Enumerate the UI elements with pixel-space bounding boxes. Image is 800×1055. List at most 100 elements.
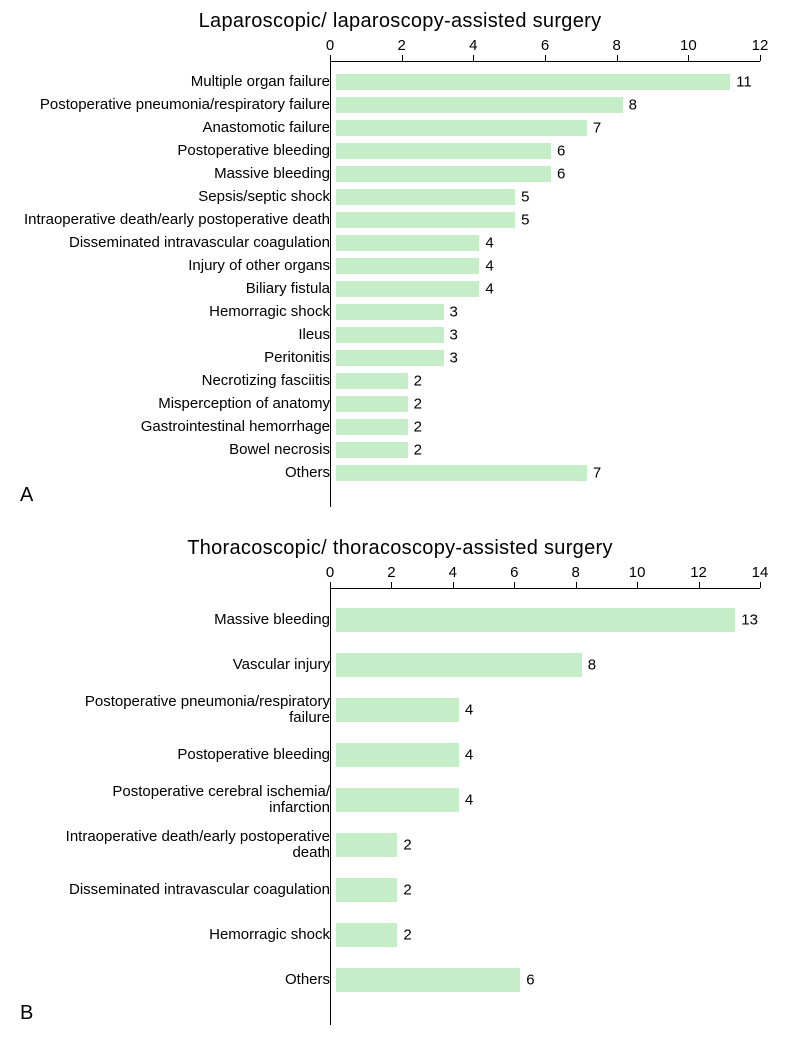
- chartA-row: Misperception of anatomy2: [20, 393, 780, 415]
- chartB-row: Hemorragic shock2: [20, 913, 780, 957]
- chartA-title: Laparoscopic/ laparoscopy-assisted surge…: [20, 10, 780, 33]
- chartA-row: Necrotizing fasciitis2: [20, 370, 780, 392]
- chartB-value-label: 6: [520, 972, 534, 989]
- chartA-value-label: 8: [623, 97, 637, 114]
- chartA-value-label: 3: [444, 350, 458, 367]
- chartB-tick-label: 2: [387, 564, 395, 581]
- chartB-row-plot: 4: [336, 688, 766, 732]
- chartA-row-plot: 8: [336, 94, 766, 116]
- chartB-row: Vascular injury8: [20, 643, 780, 687]
- chartA-row-label: Biliary fistula: [20, 281, 336, 297]
- chartB-row-label: Postoperative bleeding: [20, 747, 336, 763]
- chartA-row-label: Others: [20, 465, 336, 481]
- chartA-bars: Multiple organ failure11Postoperative pn…: [20, 71, 780, 507]
- chartA-row-label: Gastrointestinal hemorrhage: [20, 419, 336, 435]
- chartA-row: Peritonitis3: [20, 347, 780, 369]
- chartB-value-label: 4: [459, 792, 473, 809]
- chartA-bar: [336, 235, 479, 251]
- chartA-row-label: Multiple organ failure: [20, 74, 336, 90]
- chartA-x-axis: 024681012: [20, 37, 780, 71]
- chartB-bar: [336, 788, 459, 812]
- chartA-tick-label: 4: [469, 37, 477, 54]
- chartA-row-label: Injury of other organs: [20, 258, 336, 274]
- chartB-row: Postoperative bleeding 4: [20, 733, 780, 777]
- chartA-tick-label: 2: [397, 37, 405, 54]
- chartA-value-label: 2: [408, 419, 422, 436]
- chartA-tick: [402, 55, 403, 61]
- chartB-row-plot: 2: [336, 823, 766, 867]
- chartA-row-plot: 2: [336, 439, 766, 461]
- chartB-bar: [336, 653, 582, 677]
- chartB-tick-label: 4: [449, 564, 457, 581]
- chartB-row-label: Disseminated intravascular coagulation: [20, 882, 336, 898]
- chartA-value-label: 2: [408, 373, 422, 390]
- chartB-bar: [336, 698, 459, 722]
- chartB-tick-label: 10: [629, 564, 646, 581]
- chartA-value-label: 5: [515, 189, 529, 206]
- chartB-tick-label: 12: [690, 564, 707, 581]
- chartA-row-plot: 3: [336, 301, 766, 323]
- chartB-tick-label: 8: [572, 564, 580, 581]
- chartA-bar: [336, 97, 623, 113]
- chartB-row: Disseminated intravascular coagulation 2: [20, 868, 780, 912]
- chartB-row: Postoperative pneumonia/respiratoryfailu…: [20, 688, 780, 732]
- chartB-bar: [336, 608, 735, 632]
- chartA-row: Bowel necrosis2: [20, 439, 780, 461]
- chartB-value-label: 4: [459, 702, 473, 719]
- chartA-row: Ileus 3: [20, 324, 780, 346]
- chartA-row-plot: 4: [336, 232, 766, 254]
- chartA-row: Multiple organ failure11: [20, 71, 780, 93]
- chartA-chart-area: 024681012Multiple organ failure11Postope…: [20, 37, 780, 507]
- chartA-bar: [336, 396, 408, 412]
- chartA-row-plot: 4: [336, 255, 766, 277]
- chartA-value-label: 2: [408, 396, 422, 413]
- chartA-row: Intraoperative death/early postoperative…: [20, 209, 780, 231]
- chartA-row-plot: 7: [336, 462, 766, 484]
- chartB-panel-letter-row: B: [20, 1003, 780, 1025]
- chartB-chart-area: 02468101214Massive bleeding13Vascular in…: [20, 564, 780, 1025]
- chartB-tick-label: 0: [326, 564, 334, 581]
- chartA-panel-letter-row: A: [20, 485, 780, 507]
- chartA-axis-line: [330, 61, 760, 62]
- chartB-value-label: 2: [397, 882, 411, 899]
- chartA-row-label: Ileus: [20, 327, 336, 343]
- chartA-bar: [336, 465, 587, 481]
- chartA-row-label: Massive bleeding: [20, 166, 336, 182]
- chartA-row-plot: 6: [336, 140, 766, 162]
- chartA-row-label: Hemorragic shock: [20, 304, 336, 320]
- chartB-row-plot: 4: [336, 733, 766, 777]
- chartA-tick-label: 8: [612, 37, 620, 54]
- chartA-bar: [336, 166, 551, 182]
- chartB-tick-label: 6: [510, 564, 518, 581]
- chartA-tick: [473, 55, 474, 61]
- chartB-row-label: Hemorragic shock: [20, 927, 336, 943]
- chartA-bar: [336, 350, 444, 366]
- chartA-value-label: 4: [479, 258, 493, 275]
- chartA-bar: [336, 74, 730, 90]
- chartA-tick-label: 6: [541, 37, 549, 54]
- chartA-tick-label: 12: [752, 37, 769, 54]
- chartA-row-plot: 6: [336, 163, 766, 185]
- chartB-row-label: Postoperative pneumonia/respiratoryfailu…: [20, 694, 336, 726]
- chartA-bar: [336, 120, 587, 136]
- chartA-tick-label: 0: [326, 37, 334, 54]
- chartA-bar: [336, 281, 479, 297]
- chartB-tick: [391, 582, 392, 588]
- chartA-row: Disseminated intravascular coagulation4: [20, 232, 780, 254]
- chartB-value-label: 4: [459, 747, 473, 764]
- chartB-row-label-line: death: [20, 845, 330, 861]
- chartA-row: Anastomotic failure7: [20, 117, 780, 139]
- chartA-value-label: 3: [444, 327, 458, 344]
- chartB-row-plot: 8: [336, 643, 766, 687]
- chartB-row-plot: 13: [336, 598, 766, 642]
- chartA-row-label: Anastomotic failure: [20, 120, 336, 136]
- chartA-row: Postoperative bleeding6: [20, 140, 780, 162]
- chartA-panel: Laparoscopic/ laparoscopy-assisted surge…: [20, 10, 780, 507]
- chartB-row: Massive bleeding13: [20, 598, 780, 642]
- chartA-value-label: 3: [444, 304, 458, 321]
- chartA-bar: [336, 304, 444, 320]
- chartA-row: Biliary fistula4: [20, 278, 780, 300]
- chartA-row-label: Bowel necrosis: [20, 442, 336, 458]
- chartB-row: Postoperative cerebral ischemia/infarcti…: [20, 778, 780, 822]
- chartA-value-label: 5: [515, 212, 529, 229]
